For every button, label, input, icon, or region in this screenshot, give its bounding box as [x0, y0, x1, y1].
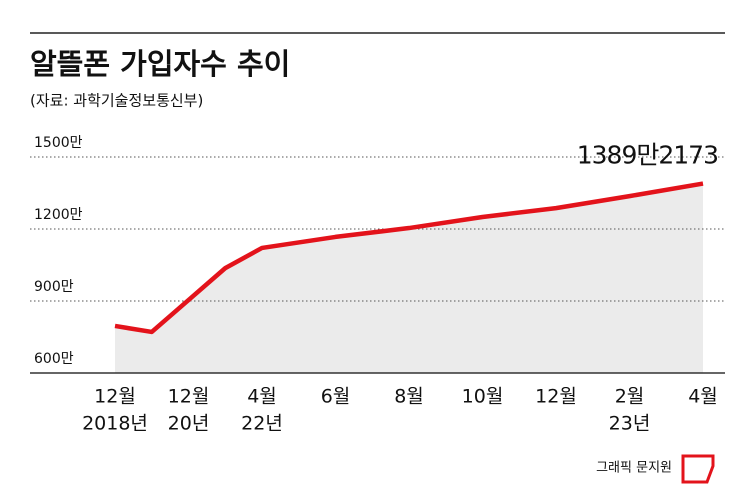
x-tick-label: 2월 — [615, 386, 645, 408]
credit: 그래픽 문지원 — [596, 461, 672, 476]
chart-subtitle: (자료: 과학기술정보통신부) — [30, 92, 203, 110]
x-tick-sublabel: 20년 — [168, 413, 210, 435]
chart-title: 알뜰폰 가입자수 추이 — [30, 47, 290, 81]
x-tick-sublabel: 22년 — [241, 413, 283, 435]
x-tick-label: 12월 — [168, 386, 210, 408]
x-tick-sublabel: 23년 — [609, 413, 651, 435]
x-tick-label: 4월 — [247, 386, 277, 408]
logo — [681, 454, 715, 484]
x-tick-label: 8월 — [394, 386, 424, 408]
x-tick-label: 10월 — [462, 386, 504, 408]
y-tick-label: 600만 — [34, 351, 74, 367]
line — [114, 181, 704, 335]
y-tick-label: 1200만 — [34, 207, 83, 223]
x-tick-sublabel: 2018년 — [82, 413, 148, 435]
x-tick-label: 4월 — [688, 386, 718, 408]
x-tick-label: 12월 — [535, 386, 577, 408]
x-tick-label: 6월 — [321, 386, 351, 408]
y-tick-label: 1500만 — [34, 135, 83, 151]
value-label: 1389만2173 — [577, 141, 718, 170]
y-tick-label: 900만 — [34, 279, 74, 295]
x-tick-label: 12월 — [94, 386, 136, 408]
area — [115, 183, 703, 373]
